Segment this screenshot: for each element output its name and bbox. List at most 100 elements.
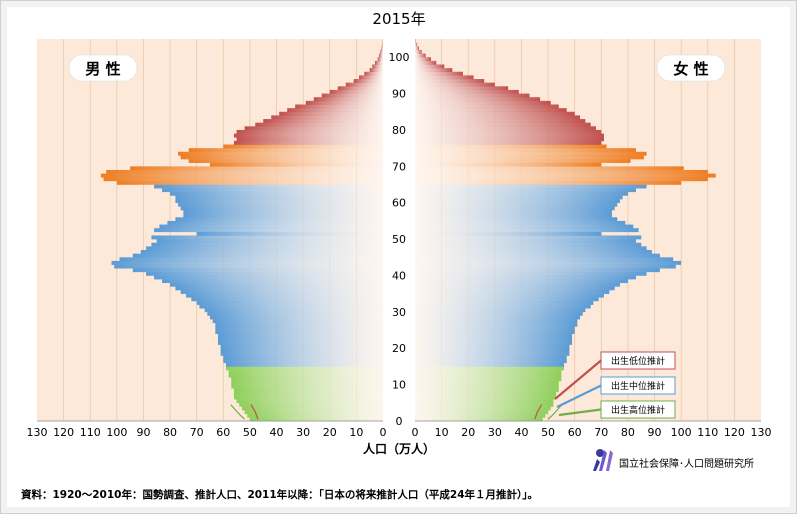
female-bar: [415, 319, 578, 324]
x-tick-label-right: 120: [724, 426, 745, 439]
male-bar: [255, 122, 383, 127]
female-bar: [415, 286, 615, 291]
female-bar: [415, 129, 602, 134]
female-bar: [415, 395, 557, 400]
female-bar: [415, 209, 612, 214]
legend-pointer: [556, 384, 602, 408]
female-bar: [415, 410, 549, 415]
x-tick-label-left: 0: [380, 426, 387, 439]
male-bar: [247, 413, 383, 418]
female-bar: [415, 239, 636, 244]
x-tick-label-left: 120: [53, 426, 74, 439]
male-bar: [220, 344, 383, 349]
male-bar: [233, 391, 383, 396]
male-bar: [380, 49, 383, 54]
male-bar: [381, 46, 383, 51]
x-tick-label-right: 50: [541, 426, 555, 439]
male-bar: [151, 235, 383, 240]
male-bar: [146, 246, 383, 251]
male-bar: [223, 359, 383, 364]
female-bar: [415, 399, 554, 404]
female-bar: [415, 148, 636, 153]
male-bar: [329, 89, 383, 94]
male-bar: [263, 119, 383, 123]
male-bar: [199, 304, 383, 309]
female-bar: [415, 257, 674, 262]
male-bar: [175, 286, 383, 291]
female-label: 女 性: [673, 60, 708, 78]
female-bar: [415, 144, 607, 149]
x-tick-label-left: 110: [80, 426, 101, 439]
male-label: 男 性: [85, 60, 120, 78]
female-bar: [415, 108, 567, 113]
female-bar: [415, 297, 599, 302]
female-bar: [415, 82, 495, 87]
x-tick-label-left: 70: [190, 426, 204, 439]
male-bar: [186, 293, 383, 298]
female-bar: [415, 380, 559, 385]
male-bar: [353, 79, 383, 83]
male-bar: [151, 242, 383, 247]
male-bar: [215, 330, 383, 334]
female-bar: [415, 359, 567, 364]
female-bar: [415, 122, 591, 127]
male-bar: [271, 115, 383, 120]
female-bar: [415, 64, 445, 69]
x-tick-label-left: 80: [163, 426, 177, 439]
female-bar: [415, 206, 615, 211]
male-bar: [196, 231, 383, 236]
male-bar: [183, 209, 383, 214]
male-bar: [207, 311, 383, 316]
x-tick-label-right: 130: [751, 426, 772, 439]
female-bar: [415, 137, 604, 142]
male-bar: [233, 133, 383, 138]
female-bar: [415, 195, 623, 200]
male-bar: [233, 395, 383, 400]
female-bar: [415, 322, 578, 327]
female-bar: [415, 100, 551, 105]
male-bar: [196, 300, 383, 305]
female-bar: [415, 315, 581, 320]
female-bar: [415, 57, 431, 62]
female-bar: [415, 370, 562, 375]
x-tick-label-right: 100: [671, 426, 692, 439]
male-bar: [231, 380, 383, 385]
male-bar: [180, 206, 383, 211]
male-bar: [217, 340, 383, 345]
male-bar: [231, 377, 383, 382]
male-bar: [132, 253, 383, 258]
x-tick-label-left: 40: [270, 426, 284, 439]
male-bar: [140, 250, 383, 254]
female-bar: [415, 311, 583, 316]
female-bar: [415, 326, 575, 331]
male-bar: [239, 402, 383, 407]
male-bar: [321, 93, 383, 98]
male-bar: [215, 322, 383, 327]
y-tick-label: 90: [392, 88, 406, 101]
male-bar: [167, 220, 383, 225]
male-high-variant-line: [230, 404, 246, 420]
male-bar: [154, 184, 383, 189]
female-bar: [415, 391, 557, 396]
male-bar: [146, 271, 383, 276]
female-bar: [415, 49, 422, 54]
male-bar: [175, 217, 383, 222]
female-bar: [415, 224, 634, 229]
female-bar: [415, 162, 602, 167]
y-tick-label: 60: [392, 197, 406, 210]
population-pyramid-chart: 130 120 110 100 90 80 70 60 50 40 30 20 10 0 0 10 20 30 40…: [27, 10, 772, 471]
male-bar: [175, 199, 383, 204]
female-bar: [415, 260, 682, 265]
x-tick-label-right: 0: [412, 426, 419, 439]
source-note: 資料：1920～2010年：国勢調査、推計人口、2011年以降：「日本の将来推計…: [21, 489, 539, 501]
legend-label: 出生高位推計: [611, 404, 665, 416]
male-bar: [225, 362, 383, 367]
male-bar: [220, 351, 383, 356]
female-bar: [415, 217, 618, 222]
x-tick-label-left: 90: [136, 426, 150, 439]
male-bar: [116, 180, 383, 185]
male-bar: [287, 108, 383, 113]
x-tick-label-right: 80: [621, 426, 635, 439]
male-bar: [337, 86, 383, 91]
male-bar: [178, 202, 383, 207]
